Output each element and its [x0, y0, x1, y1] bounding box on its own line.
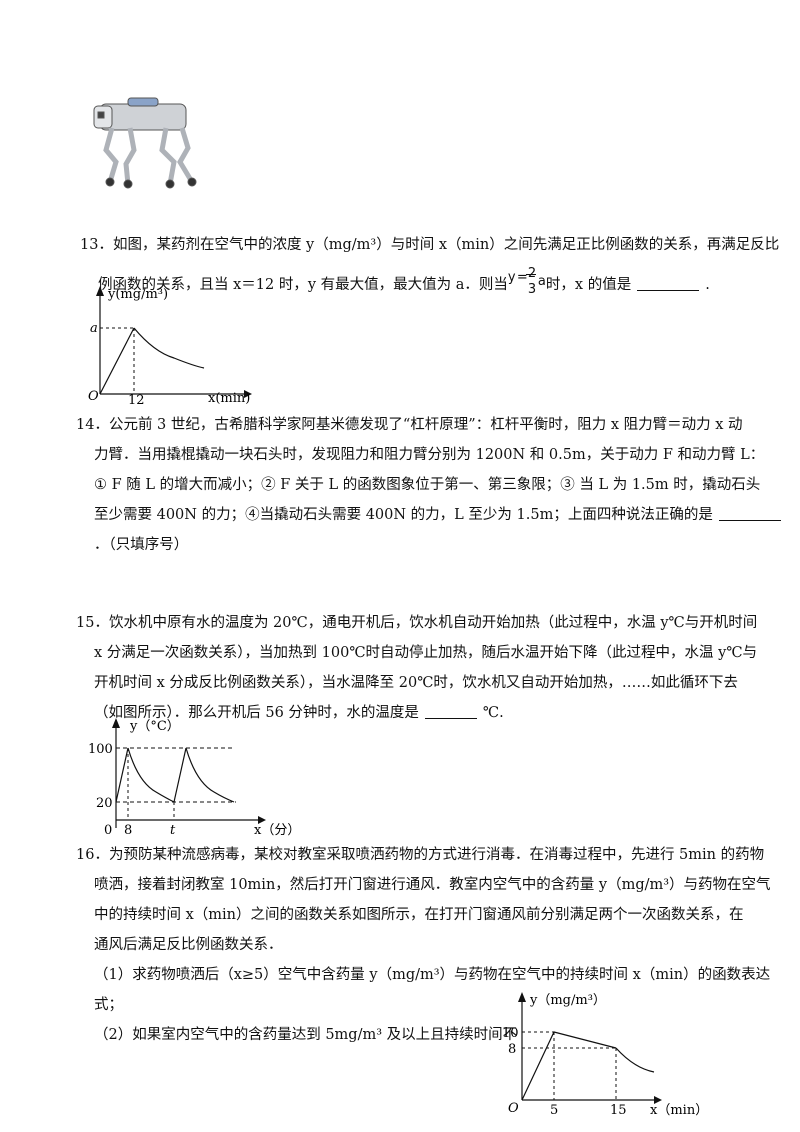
x-axis-label: x（分）: [254, 823, 300, 838]
question-15: 15．饮水机中原有水的温度为 20℃，通电开机后，饮水机自动开始加热（此过程中，…: [76, 615, 758, 721]
x-tick-t: t: [170, 823, 176, 838]
y-axis-label: y（mg/m³）: [529, 993, 606, 1008]
answer-blank[interactable]: [637, 274, 700, 291]
x-tick-12: 12: [128, 393, 145, 408]
robot-dog-image: [93, 97, 197, 189]
origin-label: O: [508, 1101, 519, 1116]
y-tick-20: 20: [96, 796, 113, 811]
x-axis-label: x(min): [208, 391, 250, 406]
graph-q13: y(mg/m³) a O 12 x(min): [88, 286, 252, 408]
y-tick-100: 100: [88, 742, 113, 757]
question-14: 14．公元前 3 世纪，古希腊科学家阿基米德发现了“杠杆原理”：杠杆平衡时，阻力…: [76, 410, 781, 560]
y-axis-label: y(mg/m³): [107, 287, 168, 302]
x-tick-8: 8: [124, 823, 132, 838]
question-text: 例函数的关系，且当 x＝12 时，y 有最大值，最大值为 a．则当: [98, 277, 508, 293]
question-text: 如图，某药剂在空气中的浓度 y（mg/m³）与时间 x（min）之间先满足正比例…: [112, 237, 780, 253]
y-tick-8: 8: [508, 1042, 516, 1057]
graph-q16: y（mg/m³） 10 8 O 5 15 x（min）: [502, 992, 708, 1118]
graph-q15: y（°C） 100 20 0 8 t x（分）: [88, 718, 300, 838]
y-axis-label: y（°C）: [129, 719, 180, 734]
answer-blank[interactable]: [424, 702, 477, 719]
x-tick-5: 5: [550, 1103, 558, 1118]
origin-label: O: [88, 389, 99, 404]
answer-blank[interactable]: [718, 504, 781, 521]
question-13: 13．如图，某药剂在空气中的浓度 y（mg/m³）与时间 x（min）之间先满足…: [80, 237, 780, 297]
a-label: a: [90, 321, 98, 336]
x-tick-15: 15: [610, 1103, 627, 1118]
origin-label: 0: [104, 823, 112, 838]
x-axis-label: x（min）: [650, 1103, 708, 1118]
question-number: 13．: [80, 237, 113, 253]
question-16: 16．为预防某种流感病毒，某校对教室采取喷洒药物的方式进行消毒．在消毒过程中，先…: [76, 847, 771, 1043]
fraction-expression: y = 2 3 a: [507, 266, 546, 297]
y-tick-10: 10: [502, 1026, 519, 1041]
